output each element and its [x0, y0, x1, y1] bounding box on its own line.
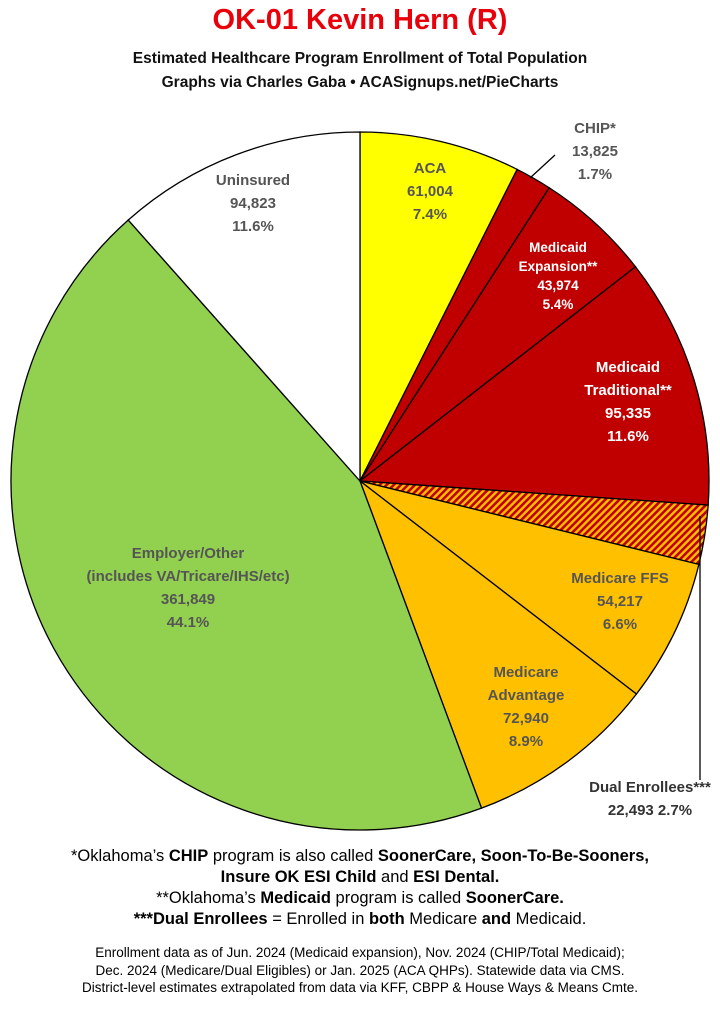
slice-label: Medicaid Traditional** 95,335 11.6%	[584, 359, 672, 445]
note-run: Medicaid	[260, 889, 331, 907]
slice-label: ACA 61,004 7.4%	[407, 160, 454, 223]
note-run: SoonerCare.	[465, 889, 564, 907]
note-run: and	[376, 868, 414, 886]
note-run: SoonerCare, Soon-To-Be-Sooners,	[377, 847, 649, 865]
note-run: ESI Dental.	[413, 868, 500, 886]
slice-label: Medicare Advantage 72,940 8.9%	[488, 664, 565, 750]
slice-label: Employer/Other (includes VA/Tricare/IHS/e…	[86, 545, 289, 631]
note-chip: *Oklahoma’s CHIP program is also called …	[0, 846, 720, 867]
sources: Enrollment data as of Jun. 2024 (Medicai…	[0, 944, 720, 997]
note-dual: ***Dual Enrollees = Enrolled in both Med…	[0, 909, 720, 930]
chart-subtitle: Estimated Healthcare Program Enrollment …	[132, 50, 588, 67]
note-run: = Enrolled in	[267, 910, 369, 928]
source-line-3: District-level estimates extrapolated fr…	[82, 980, 638, 995]
slice-label: Uninsured 94,823 11.6%	[216, 172, 290, 235]
slice-label: Dual Enrollees*** 22,493 2.7%	[589, 779, 711, 819]
note-chip-cont: Insure OK ESI Child and ESI Dental.	[0, 867, 720, 888]
pie-slice-aca	[359, 131, 519, 482]
slice-label: Medicaid Expansion** 43,974 5.4%	[519, 240, 599, 312]
note-run: and	[481, 910, 512, 928]
note-run: ***Dual Enrollees	[133, 910, 268, 928]
chart-title: OK-01 Kevin Hern (R)	[212, 4, 508, 36]
note-run: program is also called	[208, 847, 378, 865]
note-run: *Oklahoma’s	[71, 847, 169, 865]
pie-slice-medicare-ffs	[359, 480, 700, 695]
pie-slice-medicare-advantage	[358, 479, 638, 809]
note-run: Medicaid.	[511, 910, 587, 928]
pie-slice-medicaid-traditional	[358, 265, 710, 506]
note-run: Insure OK ESI Child	[220, 868, 377, 886]
note-run: CHIP	[168, 847, 209, 865]
pie-slice-uninsured	[127, 131, 361, 483]
note-run: both	[368, 910, 405, 928]
note-run: program is called	[330, 889, 466, 907]
note-run: Medicare	[404, 910, 482, 928]
leader-line	[529, 154, 556, 179]
slice-label: Medicare FFS 54,217 6.6%	[571, 570, 669, 633]
note-run: **Oklahoma’s	[156, 889, 261, 907]
source-line-1: Enrollment data as of Jun. 2024 (Medicai…	[95, 945, 625, 960]
pie-chart: ACA 61,004 7.4% CHIP* 13,825 1.7% Medicaid Expa…	[10, 120, 711, 831]
chart-credit: Graphs via Charles Gaba • ACASignups.net…	[161, 74, 559, 91]
pie-slice-employer-other-includes-va-tricare-ihs-etc	[10, 219, 483, 831]
source-line-2: Dec. 2024 (Medicare/Dual Eligibles) or J…	[95, 962, 625, 978]
footnotes: *Oklahoma’s CHIP program is also called …	[0, 846, 720, 930]
slice-label: CHIP* 13,825 1.7%	[572, 120, 618, 183]
note-medicaid: **Oklahoma’s Medicaid program is called …	[0, 888, 720, 909]
